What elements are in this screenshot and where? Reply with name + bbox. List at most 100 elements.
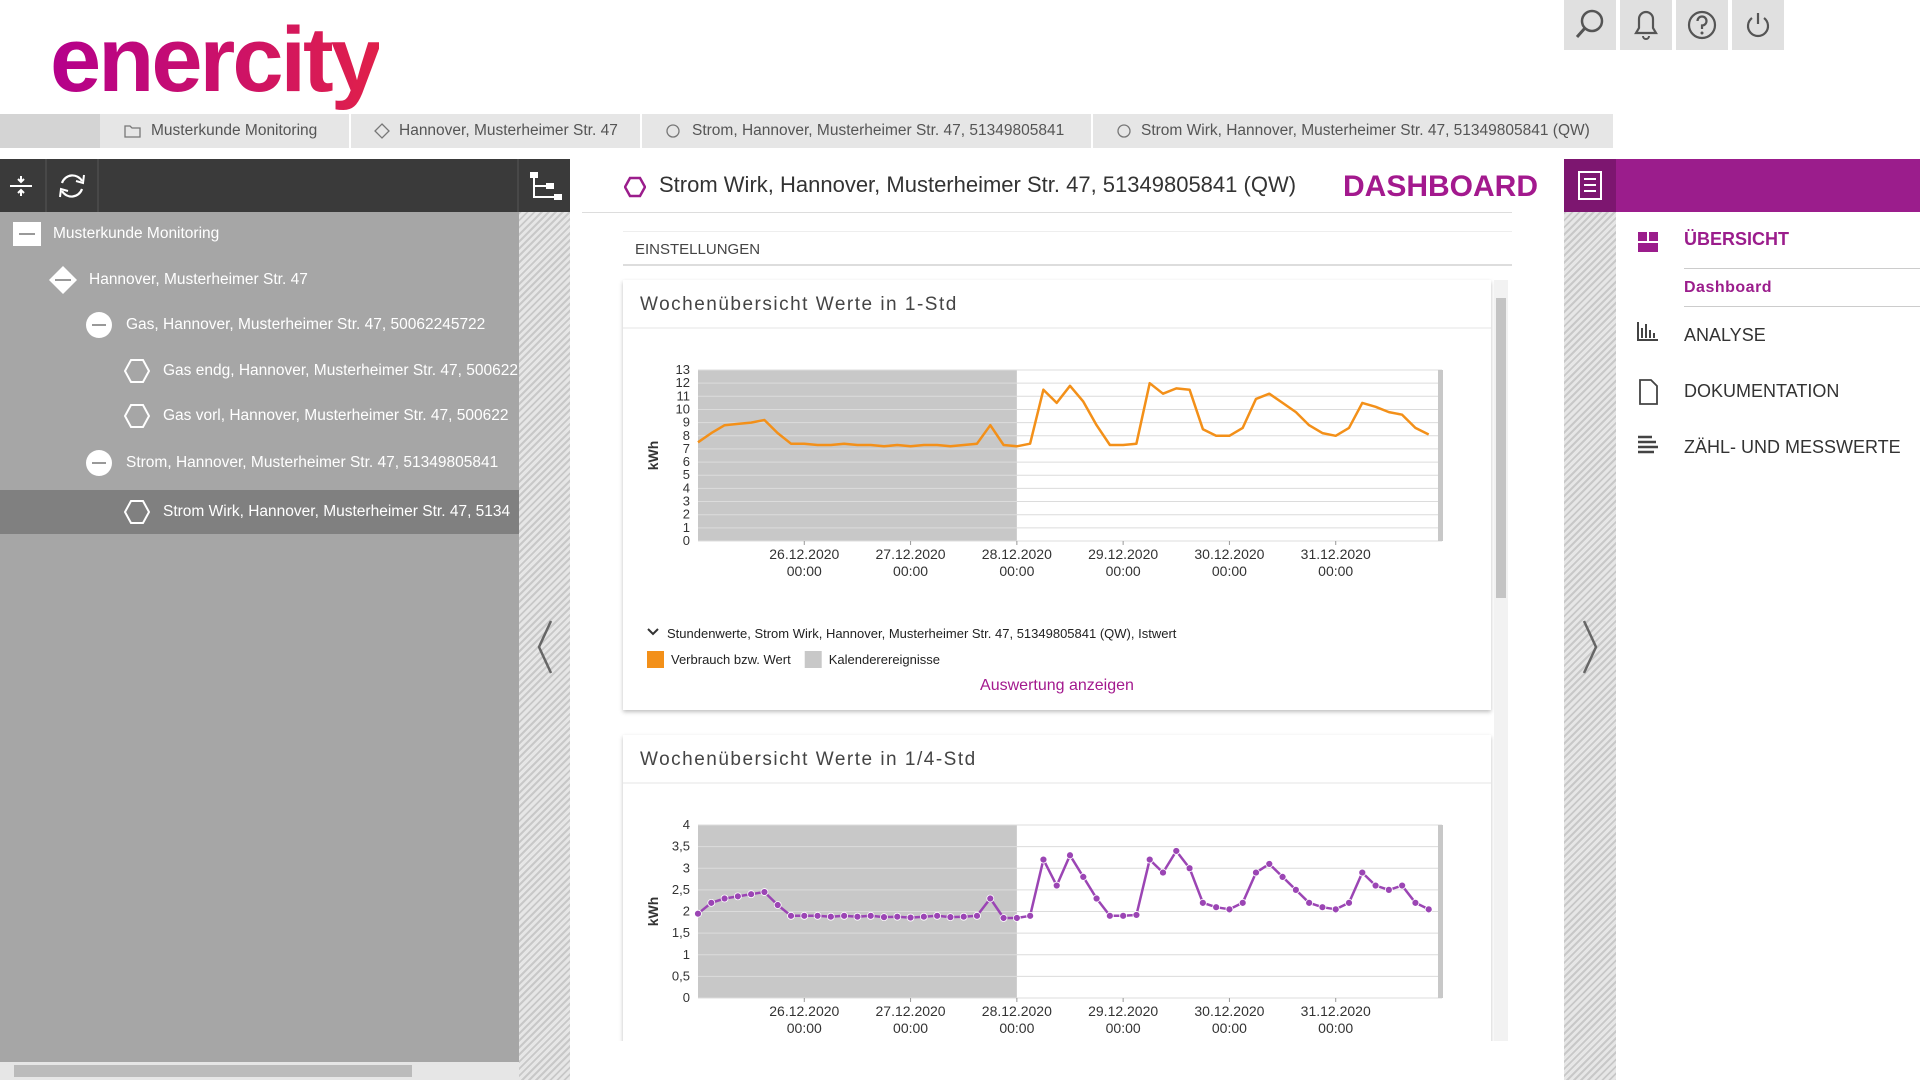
breadcrumb-item[interactable]: Strom, Hannover, Musterheimer Str. 47, 5…: [692, 122, 1065, 139]
nav-item[interactable]: ANALYSE: [1684, 325, 1766, 345]
logout-button[interactable]: [1732, 0, 1784, 50]
dashboard-heading: DASHBOARD: [1343, 170, 1538, 203]
point: [1384, 885, 1393, 894]
y-tick-label: 9: [683, 415, 690, 430]
y-axis-label: kWh: [645, 441, 661, 471]
right-panel-header: [1564, 159, 1920, 212]
separator: [349, 114, 351, 148]
y-tick-label: 3: [683, 494, 690, 509]
y-tick-label: 2: [683, 507, 690, 522]
breadcrumb-item[interactable]: Musterkunde Monitoring: [151, 122, 318, 139]
x-tick-label: 26.12.2020 00:00: [769, 1003, 840, 1036]
evaluation-link[interactable]: Auswertung anzeigen: [980, 677, 1134, 694]
y-tick-label: 12: [676, 375, 690, 390]
tree-node[interactable]: Gas, Hannover, Musterheimer Str. 47, 500…: [0, 303, 519, 347]
point: [1198, 898, 1207, 907]
tree-node-selected[interactable]: Strom Wirk, Hannover, Musterheimer Str. …: [0, 490, 519, 534]
breadcrumb-item[interactable]: Strom Wirk, Hannover, Musterheimer Str. …: [1141, 122, 1590, 139]
nav-item-active[interactable]: ÜBERSICHT: [1684, 229, 1790, 249]
point: [1265, 860, 1274, 868]
tree-toolbar: [0, 159, 570, 212]
panel-toggle[interactable]: [1564, 159, 1616, 212]
point: [1411, 898, 1420, 907]
horizontal-scrollbar[interactable]: [0, 1062, 519, 1080]
breadcrumb: Musterkunde Monitoring Hannover, Musterh…: [0, 114, 1613, 148]
point: [1225, 905, 1234, 914]
tree-node[interactable]: Gas vorl, Hannover, Musterheimer Str. 47…: [0, 394, 519, 438]
nav-item[interactable]: DOKUMENTATION: [1684, 381, 1840, 401]
point: [1079, 872, 1088, 881]
point: [1318, 903, 1327, 912]
point: [946, 913, 955, 922]
x-tick-label: 29.12.2020 00:00: [1088, 546, 1159, 579]
collapse-strip[interactable]: [519, 212, 570, 1080]
legend-chevron: [647, 628, 659, 636]
breadcrumb-item[interactable]: Hannover, Musterheimer Str. 47: [399, 122, 618, 139]
search-icon: [1575, 9, 1604, 38]
tree-view-button[interactable]: [530, 172, 562, 200]
tree-node[interactable]: Gas endg, Hannover, Musterheimer Str. 47…: [0, 349, 519, 393]
point: [1145, 855, 1154, 864]
help-button[interactable]: [1676, 0, 1728, 50]
vertical-scrollbar[interactable]: [1494, 280, 1508, 1041]
folder-icon: [124, 125, 141, 138]
scroll-thumb[interactable]: [1496, 298, 1506, 598]
point: [1252, 868, 1260, 877]
settings-bar[interactable]: EINSTELLUNGEN: [623, 231, 1512, 266]
content-title: Strom Wirk, Hannover, Musterheimer Str. …: [659, 172, 1297, 197]
point: [1052, 881, 1061, 890]
notification-button[interactable]: [1620, 0, 1672, 50]
chart: Wochenübersicht Werte in 1/4-Std 0 0,5 1 1,5…: [623, 749, 1491, 1005]
point: [800, 911, 809, 920]
point: [959, 912, 968, 921]
minus-circle-icon: [86, 312, 112, 338]
tree-label: Gas, Hannover, Musterheimer Str. 47, 500…: [126, 316, 486, 333]
x-tick-label: 30.12.2020 00:00: [1194, 1003, 1265, 1036]
point: [707, 898, 716, 907]
chart: Wochenübersicht Werte in 1-Std0123456789…: [623, 294, 1491, 694]
point: [1012, 914, 1021, 922]
point: [999, 914, 1008, 922]
tree-node[interactable]: Strom, Hannover, Musterheimer Str. 47, 5…: [0, 441, 519, 485]
nav-item[interactable]: ZÄHL- UND MESSWERTE: [1684, 437, 1901, 457]
point: [720, 894, 729, 903]
expand-strip[interactable]: [1564, 212, 1616, 1080]
refresh-button[interactable]: [59, 174, 85, 198]
minus-box-icon: [13, 222, 41, 246]
point: [1278, 872, 1287, 881]
y-tick-label: 0,5: [672, 968, 690, 983]
point: [1066, 851, 1074, 860]
nav-subitem[interactable]: Dashboard: [1684, 279, 1773, 296]
legend-title: Stundenwerte, Strom Wirk, Hannover, Must…: [667, 626, 1177, 641]
dashboard-scroll: Wochenübersicht Werte in 1-Std 0 1 2 3 4 5 6 7 8 9…: [610, 278, 1515, 1041]
y-tick-label: 0: [683, 990, 690, 1005]
x-tick-label: 31.12.2020 00:00: [1300, 546, 1371, 579]
collapse-button[interactable]: [10, 176, 32, 196]
chart-title: Wochenübersicht Werte in 1-Std: [640, 294, 958, 315]
point: [1026, 911, 1035, 920]
point: [933, 911, 942, 920]
tree-node[interactable]: Musterkunde Monitoring: [0, 212, 519, 256]
breadcrumb-home[interactable]: [0, 114, 100, 148]
point: [1092, 894, 1101, 903]
search-button[interactable]: [1564, 0, 1616, 50]
logo[interactable]: enercity: [50, 9, 382, 111]
circle-icon: [624, 176, 646, 198]
x-tick-label: 27.12.2020 00:00: [875, 546, 946, 579]
minus-circle-icon: [86, 450, 112, 476]
calendar-event: [698, 370, 1017, 541]
y-tick-label: 5: [683, 467, 690, 482]
y-tick-label: 1: [683, 520, 690, 535]
y-tick-label: 1,5: [672, 925, 690, 940]
tree-label: Gas vorl, Hannover, Musterheimer Str. 47…: [163, 407, 509, 424]
scroll-thumb[interactable]: [14, 1065, 412, 1077]
x-tick-label: 27.12.2020 00:00: [875, 1003, 946, 1036]
point: [826, 912, 835, 921]
divider: [1684, 268, 1920, 269]
point: [906, 913, 915, 922]
legend-label: Kalenderereignisse: [829, 652, 940, 667]
navigator-edge: [1438, 370, 1443, 541]
tree-node[interactable]: Hannover, Musterheimer Str. 47: [0, 258, 519, 302]
point: [733, 892, 742, 901]
